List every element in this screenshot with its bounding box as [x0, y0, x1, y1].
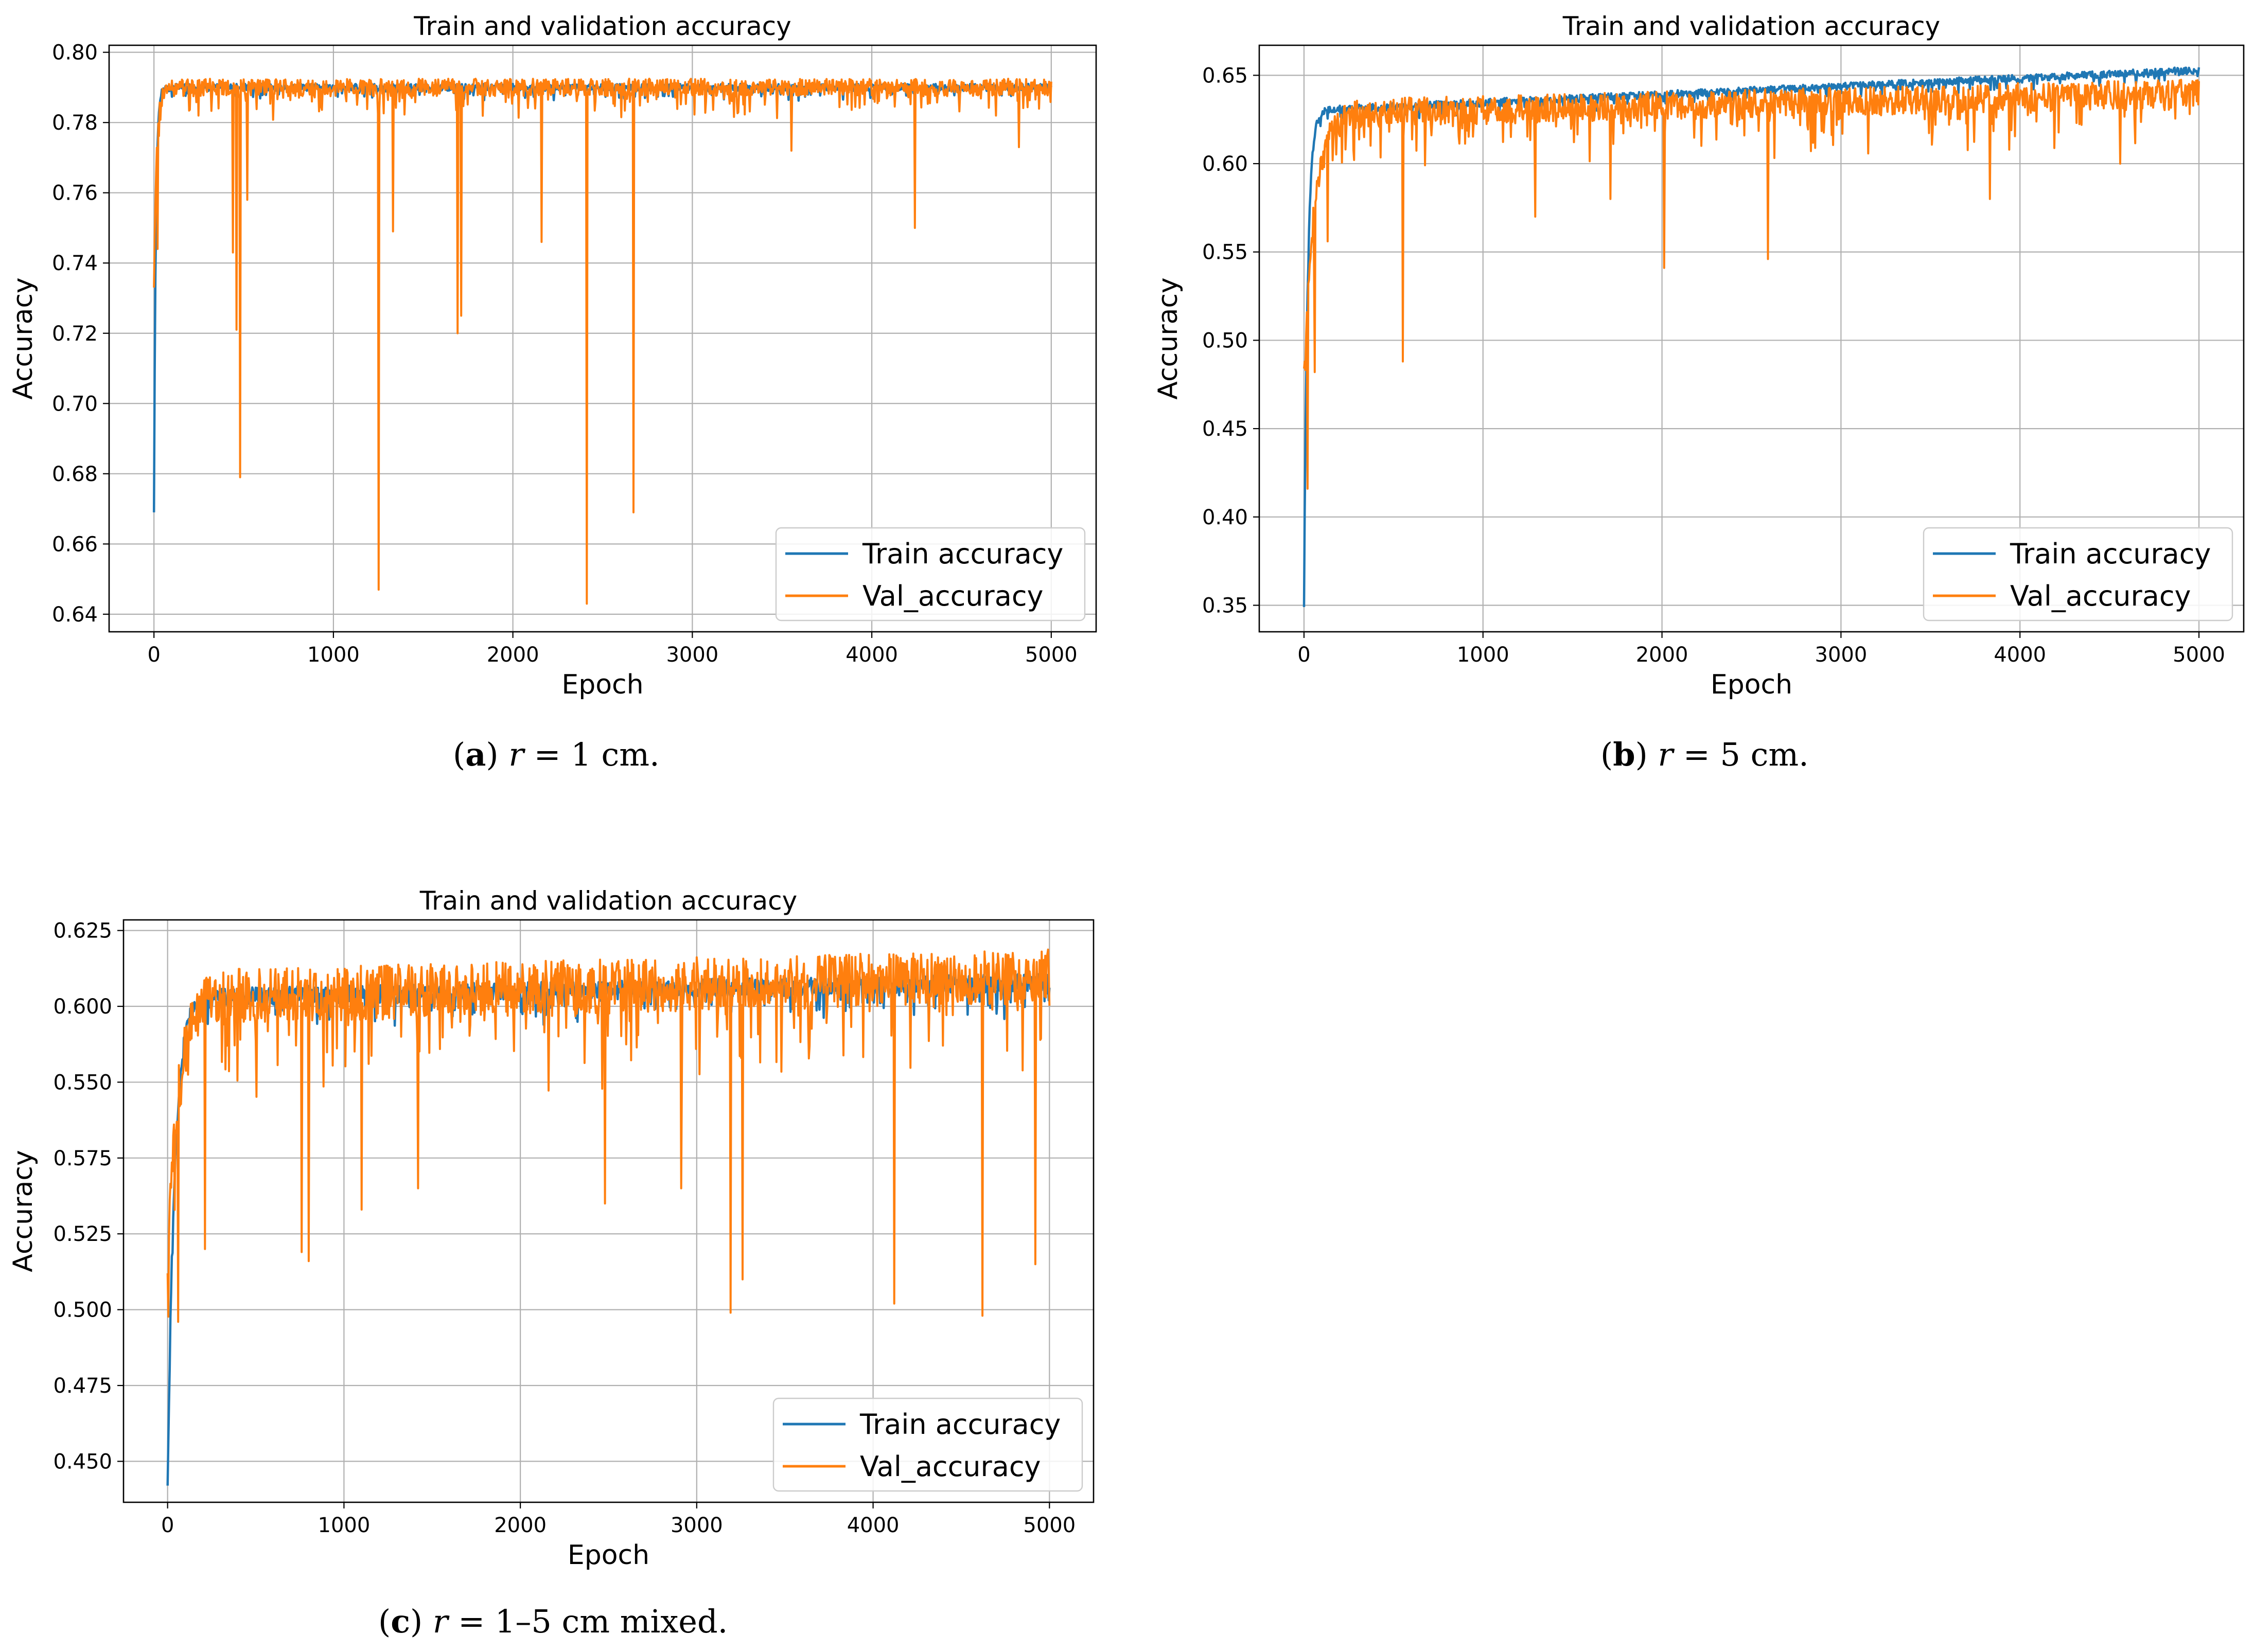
caption-c-var: r — [432, 1603, 448, 1640]
x-tick-label: 1000 — [318, 1514, 371, 1537]
legend-label-val: Val_accuracy — [2010, 580, 2191, 612]
y-tick-label: 0.45 — [1202, 417, 1248, 441]
series-line-val — [166, 948, 1051, 1323]
legend-box — [772, 1397, 1083, 1492]
x-axis-label: Epoch — [561, 669, 643, 700]
x-axis-label: Epoch — [568, 1540, 649, 1571]
y-tick-label: 0.575 — [53, 1147, 112, 1170]
x-tick-label: 1000 — [307, 643, 360, 667]
y-tick-label: 0.66 — [52, 532, 98, 556]
y-tick-label: 0.60 — [1202, 152, 1248, 176]
caption-b-letter: b — [1613, 736, 1635, 773]
legend-label-train: Train accuracy — [862, 538, 1063, 570]
x-tick-label: 2000 — [487, 643, 539, 667]
y-tick-label: 0.450 — [53, 1450, 112, 1473]
x-tick-label: 4000 — [846, 643, 898, 667]
y-tick-label: 0.70 — [52, 392, 98, 416]
chart-title: Train and validation accuracy — [419, 886, 797, 916]
x-tick-label: 2000 — [494, 1514, 547, 1537]
y-tick-label: 0.525 — [53, 1222, 112, 1246]
series-line-train — [1302, 66, 2200, 607]
y-tick-label: 0.600 — [53, 995, 112, 1019]
caption-b-var: r — [1658, 736, 1674, 773]
legend-box — [775, 527, 1086, 621]
y-tick-label: 0.500 — [53, 1299, 112, 1322]
x-tick-label: 5000 — [1025, 643, 1078, 667]
legend-label-train: Train accuracy — [2010, 538, 2211, 570]
x-tick-label: 2000 — [1636, 643, 1688, 667]
series-line-train — [152, 82, 1052, 512]
caption-a-var: r — [508, 736, 524, 773]
x-tick-label: 4000 — [1994, 643, 2046, 667]
y-tick-label: 0.55 — [1202, 241, 1248, 264]
x-tick-label: 0 — [161, 1514, 174, 1537]
x-tick-label: 3000 — [666, 643, 718, 667]
x-tick-label: 1000 — [1457, 643, 1509, 667]
x-tick-label: 5000 — [1023, 1514, 1076, 1537]
chart-c: 0 1000 2000 3000 4000 5000 0.450 0.475 0.500 0.52… — [8, 886, 1095, 1571]
y-axis-label: Accuracy — [8, 1150, 39, 1272]
y-tick-label: 0.80 — [52, 41, 98, 65]
series-line-val — [153, 78, 1052, 605]
caption-a: (a) r = 1 cm. — [453, 736, 660, 773]
chart-title: Train and validation accuracy — [413, 11, 791, 41]
legend-label-train: Train accuracy — [859, 1408, 1061, 1441]
y-axis-label: Accuracy — [8, 277, 39, 399]
legend-label-val: Val_accuracy — [860, 1450, 1041, 1483]
plot-frame — [108, 44, 1097, 633]
x-tick-label: 0 — [1297, 643, 1310, 667]
plot-frame — [122, 919, 1095, 1503]
x-tick-label: 3000 — [671, 1514, 723, 1537]
chart-title: Train and validation accuracy — [1562, 11, 1940, 41]
y-tick-label: 0.72 — [52, 322, 98, 346]
plot-frame — [1258, 44, 2245, 633]
y-tick-label: 0.64 — [52, 603, 98, 627]
y-tick-label: 0.50 — [1202, 329, 1248, 352]
x-tick-label: 5000 — [2173, 643, 2225, 667]
caption-a-letter: a — [465, 736, 486, 773]
y-tick-label: 0.68 — [52, 463, 98, 486]
chart-a: 0 1000 2000 3000 4000 5000 0.64 0.66 0.68 0.70 0.7… — [8, 11, 1097, 700]
y-tick-label: 0.76 — [52, 182, 98, 205]
caption-c-letter: c — [391, 1603, 410, 1640]
y-tick-label: 0.475 — [53, 1374, 112, 1398]
y-tick-label: 0.74 — [52, 252, 98, 275]
y-axis-label: Accuracy — [1153, 277, 1184, 399]
legend-label-val: Val_accuracy — [862, 580, 1043, 612]
series-line-val — [1303, 79, 2200, 490]
x-tick-label: 3000 — [1815, 643, 1868, 667]
legend-box — [1923, 527, 2233, 621]
x-tick-label: 0 — [147, 643, 160, 667]
y-tick-label: 0.78 — [52, 111, 98, 135]
y-tick-label: 0.550 — [53, 1071, 112, 1094]
y-tick-label: 0.625 — [53, 919, 112, 943]
y-tick-label: 0.35 — [1202, 594, 1248, 617]
caption-b: (b) r = 5 cm. — [1600, 736, 1809, 773]
caption-c: (c) r = 1–5 cm mixed. — [378, 1603, 728, 1640]
y-tick-label: 0.65 — [1202, 64, 1248, 87]
x-axis-label: Epoch — [1711, 669, 1792, 700]
y-tick-label: 0.40 — [1202, 506, 1248, 529]
chart-b: 0 1000 2000 3000 4000 5000 0.35 0.40 0.45 0.50 0.5… — [1153, 11, 2245, 700]
x-tick-label: 4000 — [847, 1514, 900, 1537]
